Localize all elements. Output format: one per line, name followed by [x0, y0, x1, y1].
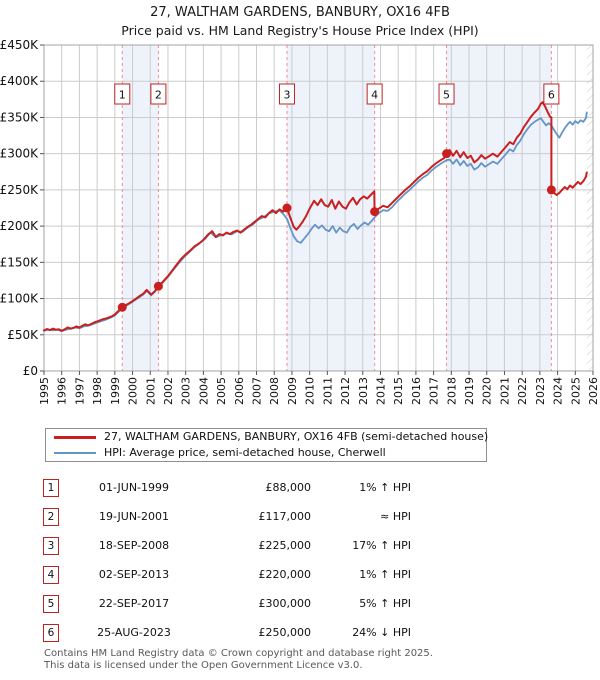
svg-text:2: 2 [155, 89, 162, 102]
svg-text:1995: 1995 [38, 377, 51, 405]
sale-price: £300,000 [258, 597, 312, 610]
svg-text:6: 6 [548, 89, 555, 102]
svg-text:£150K: £150K [0, 255, 39, 269]
svg-text:2007: 2007 [251, 377, 264, 405]
svg-text:3: 3 [283, 89, 290, 102]
table-row: 5 22-SEP-2017 £300,000 5% ↑ HPI [43, 595, 463, 615]
svg-text:1999: 1999 [109, 377, 122, 405]
license-footer: Contains HM Land Registry data © Crown c… [44, 648, 584, 671]
svg-text:2005: 2005 [215, 377, 228, 405]
sale-date: 25-AUG-2023 [97, 626, 171, 639]
svg-text:£400K: £400K [0, 74, 39, 88]
svg-text:£0: £0 [23, 364, 38, 378]
svg-text:£200K: £200K [0, 219, 39, 233]
sale-hpi-delta: ≈ HPI [380, 510, 411, 523]
page-title: 27, WALTHAM GARDENS, BANBURY, OX16 4FB [150, 5, 450, 20]
svg-text:£50K: £50K [7, 328, 39, 342]
table-row: 1 01-JUN-1999 £88,000 1% ↑ HPI [43, 479, 463, 499]
svg-text:2019: 2019 [463, 377, 476, 405]
sale-number-badge: 4 [43, 566, 59, 584]
svg-text:2003: 2003 [180, 377, 193, 405]
svg-text:2009: 2009 [286, 377, 299, 405]
sale-date: 19-JUN-2001 [98, 510, 170, 523]
svg-text:£100K: £100K [0, 292, 39, 306]
sale-hpi-delta: 17% ↑ HPI [352, 539, 411, 552]
sale-number-badge: 6 [43, 624, 59, 642]
chart-legend: 27, WALTHAM GARDENS, BANBURY, OX16 4FB (… [45, 428, 489, 462]
svg-text:2014: 2014 [374, 377, 387, 405]
svg-text:2006: 2006 [233, 377, 246, 405]
sale-date: 02-SEP-2013 [98, 568, 170, 581]
svg-text:2012: 2012 [339, 377, 352, 405]
price-chart: 1 2 3 4 5 6 £0 £50K £100K £150K £200K £250K £300K £35… [0, 38, 600, 405]
svg-text:2001: 2001 [144, 377, 157, 405]
sale-number-badge: 1 [43, 479, 59, 497]
svg-text:2010: 2010 [304, 377, 317, 405]
svg-text:2013: 2013 [357, 377, 370, 405]
svg-text:2022: 2022 [516, 377, 529, 405]
svg-text:2023: 2023 [534, 377, 547, 405]
svg-text:4: 4 [371, 89, 378, 102]
sale-price: £250,000 [258, 626, 312, 639]
table-row: 6 25-AUG-2023 £250,000 24% ↓ HPI [43, 624, 463, 644]
legend-label-property: 27, WALTHAM GARDENS, BANBURY, OX16 4FB (… [104, 430, 489, 443]
svg-text:1996: 1996 [56, 377, 69, 405]
svg-text:1998: 1998 [91, 377, 104, 405]
legend-label-hpi: HPI: Average price, semi-detached house,… [104, 446, 386, 459]
svg-text:2018: 2018 [445, 377, 458, 405]
table-row: 2 19-JUN-2001 £117,000 ≈ HPI [43, 508, 463, 528]
svg-text:£250K: £250K [0, 183, 39, 197]
svg-text:2021: 2021 [498, 377, 511, 405]
sale-price: £117,000 [258, 510, 312, 523]
svg-text:£450K: £450K [0, 38, 39, 52]
legend-entry-property: 27, WALTHAM GARDENS, BANBURY, OX16 4FB (… [46, 429, 489, 445]
svg-text:2011: 2011 [321, 377, 334, 405]
sale-number-badge: 5 [43, 595, 59, 613]
svg-text:2000: 2000 [127, 377, 140, 405]
svg-text:£350K: £350K [0, 110, 39, 124]
svg-text:2024: 2024 [552, 377, 565, 405]
svg-text:2002: 2002 [162, 377, 175, 405]
sale-hpi-delta: 1% ↑ HPI [359, 481, 411, 494]
svg-text:1997: 1997 [73, 377, 86, 405]
svg-text:2017: 2017 [428, 377, 441, 405]
sale-price: £225,000 [258, 539, 312, 552]
table-row: 4 02-SEP-2013 £220,000 1% ↑ HPI [43, 566, 463, 586]
svg-text:2026: 2026 [587, 377, 600, 405]
legend-line-property-swatch [54, 436, 96, 439]
sale-price: £220,000 [258, 568, 312, 581]
svg-text:1: 1 [119, 89, 126, 102]
sale-number-badge: 2 [43, 508, 59, 526]
sale-price: £88,000 [265, 481, 312, 494]
page-subtitle: Price paid vs. HM Land Registry's House … [121, 23, 479, 38]
svg-text:2025: 2025 [569, 377, 582, 405]
svg-text:£300K: £300K [0, 147, 39, 161]
sale-hpi-delta: 1% ↑ HPI [359, 568, 411, 581]
sale-hpi-delta: 5% ↑ HPI [359, 597, 411, 610]
sale-date: 22-SEP-2017 [98, 597, 170, 610]
sale-date: 01-JUN-1999 [98, 481, 170, 494]
footer-line-2: This data is licensed under the Open Gov… [44, 659, 363, 671]
table-row: 3 18-SEP-2008 £225,000 17% ↑ HPI [43, 537, 463, 557]
sale-number-badge: 3 [43, 537, 59, 555]
svg-text:5: 5 [443, 89, 450, 102]
svg-text:2004: 2004 [197, 377, 210, 405]
sale-date: 18-SEP-2008 [98, 539, 170, 552]
sale-hpi-delta: 24% ↓ HPI [352, 626, 411, 639]
svg-text:2020: 2020 [481, 377, 494, 405]
svg-text:2008: 2008 [268, 377, 281, 405]
footer-line-1: Contains HM Land Registry data © Crown c… [44, 648, 433, 659]
svg-text:2015: 2015 [392, 377, 405, 405]
legend-entry-hpi: HPI: Average price, semi-detached house,… [46, 445, 486, 461]
svg-text:2016: 2016 [410, 377, 423, 405]
legend-line-hpi-swatch [54, 452, 96, 454]
